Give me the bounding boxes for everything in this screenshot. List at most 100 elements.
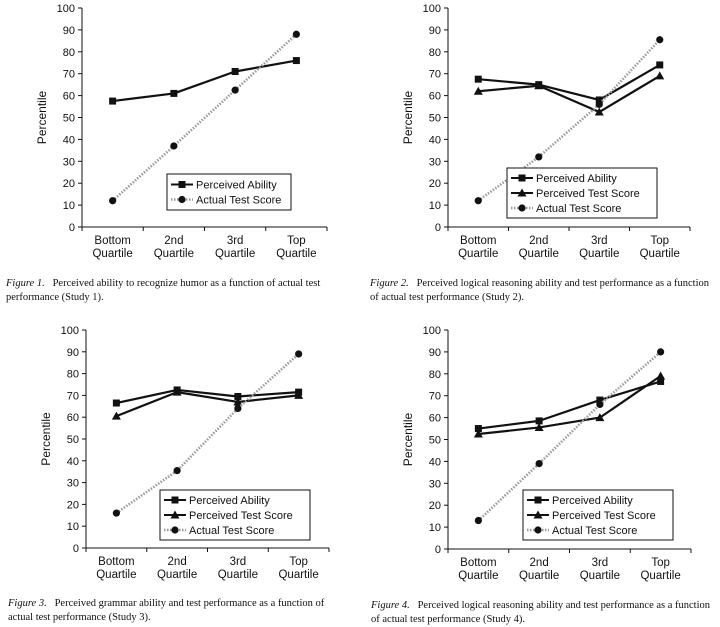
caption-label: Figure 1.	[6, 278, 45, 289]
y-tick-label: 50	[429, 113, 441, 125]
data-point	[294, 390, 304, 399]
y-tick-label: 90	[429, 25, 441, 37]
data-point	[170, 142, 178, 150]
series-line	[116, 388, 299, 405]
legend-marker	[518, 204, 526, 212]
y-tick-label: 40	[63, 134, 75, 146]
data-point	[535, 417, 543, 425]
legend-marker	[517, 188, 527, 197]
y-tick-label: 60	[429, 91, 441, 103]
x-tick-label: Top Quartile	[640, 235, 680, 260]
data-point	[657, 348, 665, 356]
series-line	[478, 375, 662, 436]
caption-figure-1: Figure 1. Perceived ability to recognize…	[6, 277, 346, 305]
x-tick-label: Bottom Quartile	[96, 556, 136, 581]
legend-marker	[518, 174, 526, 182]
y-tick-label: 30	[63, 156, 75, 168]
y-tick-label: 10	[429, 200, 441, 212]
legend-label: Perceived Test Score	[536, 188, 640, 200]
legend-label: Perceived Ability	[196, 180, 277, 192]
y-tick-label: 80	[67, 369, 79, 381]
series-actual-test-score	[474, 348, 665, 525]
y-axis-label: Percentile	[401, 413, 415, 467]
y-tick-label: 50	[429, 435, 441, 447]
series-perceived-ability	[474, 61, 664, 104]
data-point	[292, 30, 300, 38]
x-tick-label: Top Quartile	[278, 556, 318, 581]
caption-figure-4: Figure 4. Perceived logical reasoning ab…	[371, 599, 711, 627]
y-tick-label: 10	[67, 521, 79, 533]
caption-text: Perceived logical reasoning ability and …	[370, 278, 710, 303]
y-tick-label: 100	[423, 325, 441, 337]
series-perceived-test-score	[111, 387, 304, 420]
data-point	[596, 396, 604, 404]
data-point	[656, 371, 666, 380]
series-perceived-ability	[474, 377, 665, 433]
caption-label: Figure 3.	[8, 598, 47, 609]
x-tick-label: 2nd Quartile	[519, 235, 559, 260]
legend-label: Actual Test Score	[536, 203, 621, 215]
y-tick-label: 100	[423, 3, 441, 15]
y-tick-label: 20	[429, 178, 441, 190]
data-point	[172, 387, 182, 396]
caption-figure-2: Figure 2. Perceived logical reasoning ab…	[370, 277, 710, 305]
data-point	[534, 81, 544, 90]
data-point	[109, 97, 117, 105]
series-perceived-test-score	[473, 371, 666, 438]
series-actual-test-score	[109, 30, 300, 205]
y-tick-label: 40	[429, 456, 441, 468]
data-point	[473, 86, 483, 95]
y-tick-label: 60	[67, 412, 79, 424]
y-tick-label: 100	[57, 3, 75, 15]
series-line	[478, 74, 661, 114]
series-line	[478, 380, 661, 430]
data-point	[535, 153, 543, 161]
legend-label: Perceived Ability	[536, 173, 617, 185]
y-tick-label: 50	[63, 113, 75, 125]
data-point	[534, 422, 544, 431]
series-line	[478, 63, 661, 102]
legend-marker	[534, 526, 542, 534]
caption-text: Perceived grammar ability and test perfo…	[8, 598, 325, 623]
y-tick-label: 0	[435, 222, 441, 234]
x-tick-label: Top Quartile	[276, 235, 316, 260]
x-tick-label: 3rd Quartile	[218, 556, 258, 581]
legend-label: Actual Test Score	[552, 525, 637, 537]
y-tick-label: 60	[429, 413, 441, 425]
data-point	[474, 425, 482, 433]
caption-label: Figure 4.	[371, 600, 410, 611]
legend: Perceived Ability Perceived Test Score Act…	[522, 489, 674, 541]
series-perceived-ability	[109, 57, 300, 105]
caption-text: Perceived ability to recognize humor as …	[6, 278, 321, 303]
legend: Perceived Ability Perceived Test Score Act…	[159, 489, 311, 541]
legend-label: Actual Test Score	[196, 195, 281, 207]
data-point	[656, 36, 664, 44]
series-line	[115, 353, 300, 515]
y-axis-label: Percentile	[39, 412, 53, 466]
data-point	[473, 429, 483, 438]
data-point	[657, 377, 665, 385]
chart-figure-1: 0 10 20 30 40 50 60 70 80 90 100 Bottom Quartile 2nd Q…	[35, 3, 328, 260]
data-point	[112, 509, 120, 517]
series-line	[111, 33, 298, 202]
data-point	[595, 96, 603, 104]
data-point	[112, 399, 120, 407]
x-tick-label: 2nd Quartile	[157, 556, 197, 581]
y-tick-label: 80	[429, 47, 441, 59]
data-point	[535, 459, 543, 468]
legend-label: Perceived Test Score	[552, 510, 656, 522]
series-line	[115, 391, 299, 418]
legend-marker	[170, 510, 180, 519]
x-tick-label: 3rd Quartile	[579, 235, 619, 260]
y-tick-label: 20	[429, 500, 441, 512]
y-tick-label: 40	[67, 456, 79, 468]
y-tick-label: 30	[67, 478, 79, 490]
data-point	[295, 350, 303, 358]
data-point	[234, 392, 242, 400]
y-tick-label: 80	[429, 369, 441, 381]
data-point	[233, 397, 243, 406]
y-tick-label: 0	[69, 222, 75, 234]
data-point	[474, 516, 482, 525]
x-tick-label: Bottom Quartile	[458, 557, 498, 582]
